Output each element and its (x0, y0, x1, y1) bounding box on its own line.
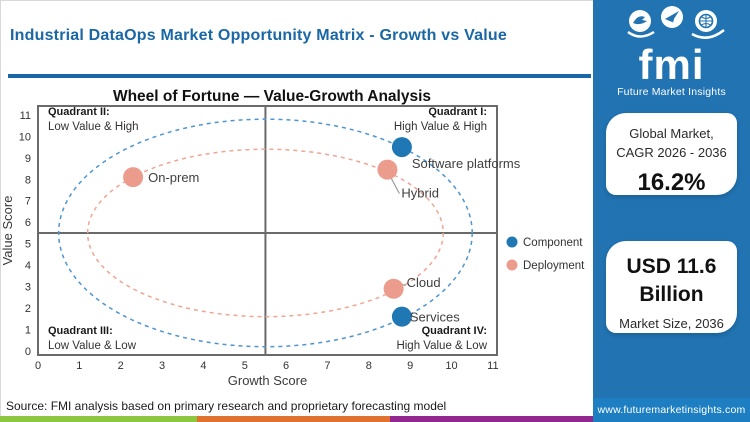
swoosh-icon (690, 29, 725, 39)
quadrant-name: Quadrant I: (428, 106, 487, 118)
data-point-label: Software platforms (412, 156, 521, 171)
y-tick-label: 1 (25, 325, 31, 337)
data-point-hybrid[interactable] (377, 159, 398, 180)
y-tick-label: 5 (25, 239, 31, 251)
legend-swatch-component (506, 236, 518, 248)
accent-bar-orange (197, 416, 390, 422)
fmi-logo: fmi Future Market Insights (593, 6, 750, 98)
fmi-logo-icons (626, 6, 725, 39)
x-tick-label: 1 (76, 360, 82, 372)
data-point-label: On-prem (148, 170, 199, 185)
series-ellipse-deployment (86, 148, 444, 318)
plot-border (37, 105, 498, 356)
quadrant-description: Low Value & Low (48, 340, 137, 352)
globe-icon (694, 10, 717, 32)
data-point-label: Cloud (407, 275, 441, 290)
y-tick-label: 8 (25, 174, 31, 186)
footer-accent-strip (0, 416, 593, 422)
quadrant-name: Quadrant II: (48, 106, 110, 118)
cagr-label-line1: Global Market, (629, 126, 714, 141)
x-tick-label: 5 (242, 360, 248, 372)
x-tick-label: 2 (118, 360, 124, 372)
data-point-services[interactable] (391, 306, 412, 327)
source-note: Source: FMI analysis based on primary re… (6, 399, 447, 413)
label-leader-line (389, 176, 400, 194)
cagr-label-line2: CAGR 2026 - 2036 (616, 144, 727, 160)
market-size-card: USD 11.6 Billion Market Size, 2036 (606, 241, 737, 333)
bird-icon (628, 10, 651, 32)
sidebar: fmi Future Market Insights Global Market… (593, 0, 750, 422)
x-tick-label: 7 (324, 360, 330, 372)
y-tick-label: 3 (25, 282, 31, 294)
x-tick-label: 6 (283, 360, 289, 372)
y-tick-label: 7 (25, 196, 31, 208)
quadrant-name: Quadrant IV: (422, 325, 487, 337)
quadrant-description: Low Value & High (48, 121, 139, 133)
y-tick-label: 9 (25, 153, 31, 165)
y-tick-label: 11 (20, 110, 31, 122)
header-divider (8, 74, 591, 78)
page-title: Industrial DataOps Market Opportunity Ma… (10, 27, 507, 44)
swoosh-icon (626, 30, 655, 38)
data-point-cloud[interactable] (383, 278, 404, 299)
quadrant-name: Quadrant III: (48, 325, 113, 337)
value-growth-scatter-chart: Software platforms Services On-prem Hybrid C… (0, 88, 585, 388)
fmi-logo-text: fmi (638, 41, 705, 88)
legend-swatch-deployment (506, 259, 518, 271)
x-tick-label: 4 (200, 360, 206, 372)
y-axis-title: Value Score (0, 196, 15, 266)
y-tick-label: 0 (25, 346, 31, 358)
accent-bar-purple (390, 416, 593, 422)
data-point-software-platforms[interactable] (391, 137, 412, 158)
quadrant-description: High Value & High (394, 121, 487, 133)
paper-plane-icon (660, 6, 683, 28)
x-tick-label: 8 (366, 360, 372, 372)
x-tick-label: 10 (445, 360, 457, 372)
fmi-logo-subtitle: Future Market Insights (617, 85, 726, 98)
y-tick-label: 4 (25, 260, 31, 272)
data-point-on-prem[interactable] (123, 167, 144, 188)
y-tick-label: 2 (25, 303, 31, 315)
x-axis-title: Growth Score (228, 373, 307, 388)
legend-label: Deployment (523, 260, 585, 272)
data-point-label: Services (410, 310, 460, 325)
series-ellipse-component (57, 118, 473, 348)
x-tick-label: 3 (159, 360, 165, 372)
y-tick-label: 6 (25, 217, 31, 229)
cagr-value: 16.2% (637, 168, 706, 196)
legend-label: Component (523, 237, 583, 249)
accent-bar-green (0, 416, 197, 422)
market-size-value-line1: USD 11.6 (626, 255, 717, 278)
y-tick-label: 10 (19, 131, 31, 143)
x-tick-label: 9 (407, 360, 413, 372)
market-size-label: Market Size, 2036 (619, 315, 724, 331)
quadrant-description: High Value & Low (396, 340, 487, 352)
cagr-card: Global Market, CAGR 2026 - 2036 16.2% (606, 113, 737, 196)
website-link[interactable]: www.futuremarketinsights.com (593, 398, 750, 422)
x-tick-label: 11 (487, 360, 498, 372)
x-tick-label: 0 (35, 360, 41, 372)
data-point-label: Hybrid (401, 186, 439, 201)
market-size-value-line2: Billion (639, 283, 704, 307)
chart-title: Wheel of Fortune — Value-Growth Analysis (113, 88, 431, 105)
